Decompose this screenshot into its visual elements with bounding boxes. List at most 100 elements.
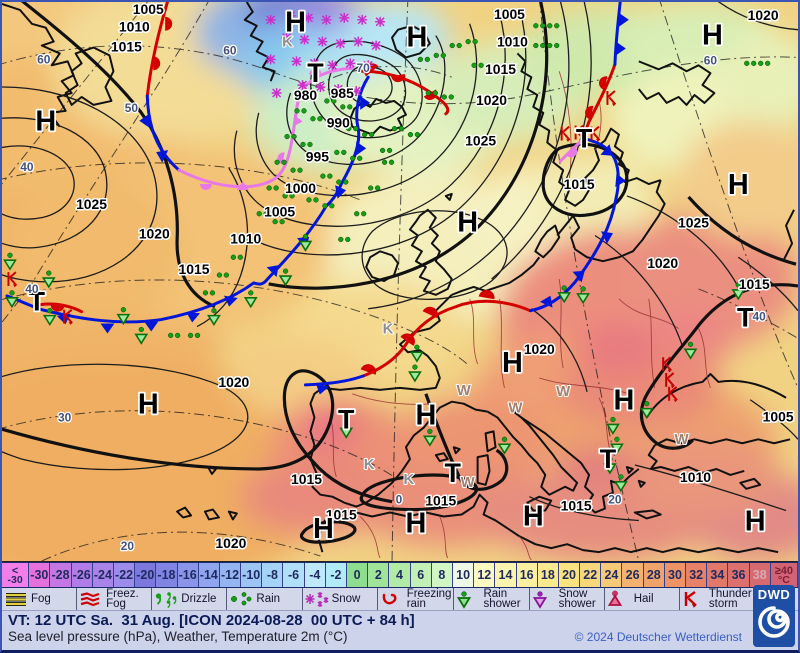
rain-icon (231, 591, 252, 605)
scale-cell: 4 (389, 563, 411, 587)
snow-symbol (320, 14, 333, 26)
high-pressure-center: H (415, 400, 436, 432)
scale-cell: -4 (304, 563, 326, 587)
scale-cell: 6 (410, 563, 432, 587)
airmass-label: W (556, 384, 571, 400)
scale-cell: 22 (580, 563, 602, 587)
pressure-label: 1025 (76, 196, 107, 212)
hail-icon (608, 589, 622, 606)
scale-cell: 24 (601, 563, 623, 587)
airmass-label: W (675, 432, 690, 448)
dwd-logo: DWD (753, 585, 795, 647)
scale-cell: 30 (664, 563, 687, 587)
scale-cell: -6 (283, 563, 305, 587)
graticule-label: 20 (121, 539, 135, 553)
legend-label: Thunder storm (708, 588, 752, 610)
pressure-label: 1020 (748, 7, 779, 23)
scale-cell: 0 (347, 563, 369, 587)
drizzle-icon (155, 590, 178, 608)
scale-cell: 2 (368, 563, 390, 587)
graticule-label: 60 (704, 53, 718, 67)
snow-symbol (334, 37, 347, 50)
pressure-label: 1020 (524, 341, 555, 357)
legend-label: Fog (31, 593, 51, 605)
graticule-label: 70 (357, 61, 371, 75)
high-pressure-center: H (745, 505, 766, 537)
snow-symbol (316, 35, 329, 48)
pressure-label: 1015 (111, 39, 142, 55)
legend-label: Drizzle (181, 593, 217, 605)
legend-item-rain-shower: Rain shower (454, 588, 530, 610)
pressure-label: 1015 (326, 506, 357, 522)
graticule-label: 0 (396, 493, 403, 507)
scale-cell: -26 (71, 563, 93, 587)
snow-symbol (344, 57, 356, 70)
legend-item-thunderstorm: Thunder storm (680, 588, 754, 610)
valid-time-title: VT: 12 UTC Sa. 31 Aug. [ICON 2024-08-28 … (8, 612, 415, 629)
scale-cell: 14 (495, 563, 517, 587)
snow-symbol (270, 87, 283, 99)
legend-item-rain: Rain (227, 588, 303, 610)
high-pressure-center: H (35, 106, 56, 138)
snow-symbol (264, 53, 277, 66)
pressure-label: 1025 (465, 132, 496, 148)
scale-cell: 20 (558, 563, 581, 587)
airmass-label: W (457, 383, 472, 399)
graticule-label: 40 (753, 310, 767, 324)
high-pressure-center: H (457, 207, 478, 239)
scale-cell: 26 (622, 563, 644, 587)
scale-cell: -12 (219, 563, 242, 587)
pressure-label: 1015 (564, 176, 595, 192)
pressure-label: 1000 (285, 180, 316, 196)
high-pressure-center: H (613, 385, 634, 417)
graticule-label: 30 (58, 411, 72, 425)
high-pressure-center: H (285, 7, 306, 39)
high-pressure-center: H (313, 513, 334, 545)
pressure-label: 1025 (678, 215, 709, 231)
graticule-label: 60 (37, 52, 51, 66)
legend-label: Snow shower (558, 588, 596, 610)
snow-shower-icon (533, 590, 546, 608)
snow-symbol (264, 14, 277, 26)
scale-cell: -24 (92, 563, 114, 587)
snow-symbol (326, 59, 339, 72)
thunderstorm-icon (684, 590, 698, 609)
pressure-label: 1020 (218, 374, 249, 390)
pressure-label: 1015 (561, 498, 592, 514)
map-area: 1005 1010 1015 980 985 990 995 1000 1005 1005 1010… (2, 2, 798, 562)
scale-cell: 28 (643, 563, 665, 587)
low-pressure-center: T (307, 58, 324, 88)
legend-item-fog: Fog (2, 588, 78, 610)
snow-symbol (338, 12, 351, 24)
dwd-spiral-icon (758, 606, 790, 638)
high-pressure-center: H (502, 347, 523, 379)
legend-label: Rain shower (483, 588, 521, 610)
legend-label: Freezing rain (406, 588, 452, 610)
pressure-label: 995 (306, 148, 329, 164)
scale-cell: 36 (728, 563, 750, 587)
scale-cell: ≥40 °C (770, 563, 798, 587)
chart-subtitle: Sea level pressure (hPa), Weather, Tempe… (8, 629, 348, 644)
pressure-label: 1005 (763, 409, 794, 425)
graticule-label: 60 (223, 43, 237, 57)
scale-cell: 18 (537, 563, 559, 587)
dwd-logo-text: DWD (757, 587, 791, 602)
scale-cell: < -30 (2, 563, 30, 587)
legend-item-hail: Hail (605, 588, 680, 610)
graticule-label: 50 (125, 101, 139, 115)
high-pressure-center: H (406, 22, 427, 54)
pressure-label: 1020 (215, 535, 246, 551)
low-pressure-center: T (600, 444, 617, 474)
snow-symbol (370, 39, 382, 52)
temperature-scale: < -30 -30 -28 -26 -24 -22 -20 -18 -16 -14 -12 -10 -8-… (2, 562, 798, 588)
high-pressure-center: H (138, 389, 159, 421)
scale-cell: -16 (177, 563, 199, 587)
legend-item-freezing-rain: Freezing rain (378, 588, 455, 610)
legend-label: Snow (331, 593, 361, 605)
legend-item-drizzle: Drizzle (152, 588, 228, 610)
info-bar: VT: 12 UTC Sa. 31 Aug. [ICON 2024-08-28 … (2, 611, 798, 650)
low-pressure-center: T (29, 287, 46, 317)
scale-cell: -30 (29, 563, 51, 587)
